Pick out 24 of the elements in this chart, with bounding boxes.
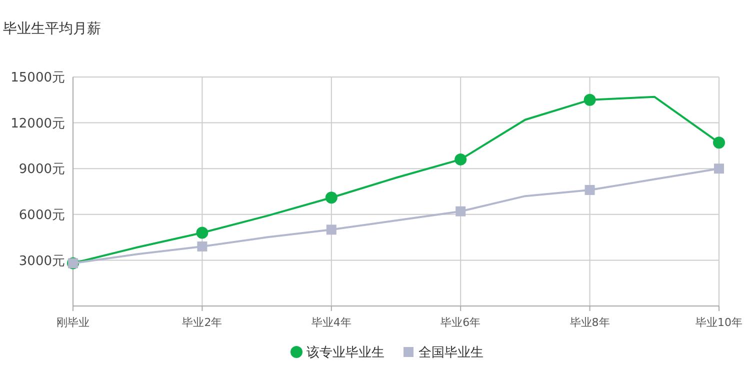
point	[325, 192, 338, 204]
point	[714, 164, 724, 174]
x-tick-label: 刚毕业	[56, 316, 90, 329]
y-tick-label: 9000元	[18, 162, 65, 178]
y-tick-label: 3000元	[18, 254, 65, 269]
x-tick-label: 毕业4年	[311, 316, 352, 329]
y-tick-label: 15000元	[10, 70, 65, 86]
legend-label: 该专业毕业生	[306, 344, 384, 361]
x-tick-label: 毕业10年	[696, 316, 742, 329]
point	[326, 224, 336, 235]
point	[584, 184, 595, 195]
point	[456, 206, 466, 216]
y-tick-label: 12000元	[10, 116, 65, 132]
x-tick-label: 毕业2年	[182, 316, 222, 329]
chart-title: 毕业生平均月薪	[3, 21, 101, 37]
point	[584, 94, 596, 106]
point	[196, 226, 208, 239]
legend-label: 全国毕业生	[418, 346, 484, 361]
x-tick-label: 毕业8年	[570, 316, 610, 329]
y-tick-label: 6000元	[18, 208, 65, 223]
point	[197, 241, 208, 252]
point	[454, 153, 467, 166]
point	[713, 136, 725, 149]
x-tick-label: 毕业6年	[440, 316, 481, 329]
